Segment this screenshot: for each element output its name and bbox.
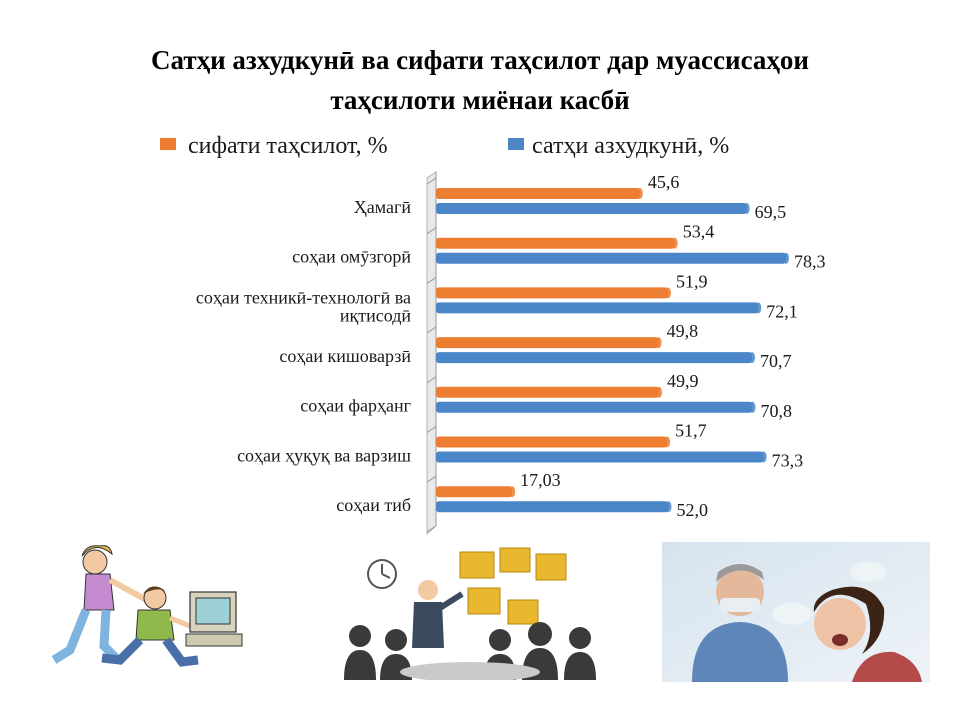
bar-cap <box>636 188 643 199</box>
bar-orange <box>436 337 659 349</box>
axis-tick <box>426 227 437 235</box>
axis-tick <box>426 426 437 433</box>
category-label: соҳаи ҳуқуқ ва варзиш <box>237 445 411 465</box>
data-label: 70,7 <box>760 351 792 371</box>
bar-blue <box>436 203 747 214</box>
legend-swatch-1 <box>160 138 176 150</box>
axis-tick <box>426 376 437 384</box>
category-label: иқтисодӣ <box>340 305 412 325</box>
bar-blue <box>436 501 669 513</box>
bar-blue <box>436 401 753 413</box>
business-meeting-illustration <box>344 542 596 680</box>
bar-orange <box>436 237 675 249</box>
data-label: 52,0 <box>676 500 708 520</box>
category-label: соҳаи кишоварзӣ <box>279 346 411 366</box>
axis-tick <box>426 177 437 185</box>
bar-orange <box>436 188 640 199</box>
bar-blue <box>436 302 759 314</box>
page-title: Сатҳи азхудкунӣ ва сифати таҳсилот дар м… <box>40 40 920 120</box>
bar-orange <box>436 436 668 448</box>
bar-cap <box>655 337 662 349</box>
bar-cap <box>749 352 756 364</box>
bar-cap <box>664 436 671 448</box>
bar-cap <box>671 237 678 249</box>
bar-cap <box>664 287 671 299</box>
children-computer-illustration <box>51 545 243 667</box>
data-label: 69,5 <box>755 202 787 222</box>
bar-cap <box>783 252 790 264</box>
title-line-1: Сатҳи азхудкунӣ ва сифати таҳсилот дар м… <box>151 45 809 75</box>
bar-blue <box>436 451 764 463</box>
bar-cap <box>665 501 672 513</box>
bar-orange <box>436 287 668 299</box>
bar-cap <box>743 203 750 214</box>
bar-cap <box>656 386 663 398</box>
title-line-2: таҳсилоти миёнаи касбӣ <box>330 85 630 115</box>
category-label: соҳаи омӯзгорӣ <box>292 247 411 267</box>
data-label: 53,4 <box>683 222 715 242</box>
category-label: соҳаи фарҳанг <box>300 396 411 416</box>
data-label: 45,6 <box>648 172 680 192</box>
bar-cap <box>755 302 762 314</box>
bar-orange <box>436 486 513 498</box>
axis-tick <box>426 525 437 533</box>
category-label: соҳаи тиб <box>336 495 411 515</box>
bar-blue <box>436 352 753 364</box>
legend-label-1: сифати таҳсилот, % <box>188 133 388 159</box>
axis-tick <box>426 475 437 483</box>
data-label: 17,03 <box>520 470 561 490</box>
bar-cap <box>760 451 767 463</box>
data-label: 78,3 <box>794 252 826 272</box>
dentist-photo <box>662 542 930 682</box>
bar-cap <box>509 486 516 498</box>
axis-tick <box>426 276 437 284</box>
category-label: соҳаи техникӣ-технологӣ ва <box>196 287 411 307</box>
legend-swatch-2 <box>508 138 524 150</box>
data-label: 51,7 <box>675 421 707 441</box>
data-label: 73,3 <box>772 451 804 471</box>
category-label: Ҳамагӣ <box>354 197 412 217</box>
axis-tick <box>426 326 437 334</box>
data-label: 49,8 <box>667 321 699 341</box>
data-label: 72,1 <box>766 301 798 321</box>
bar-blue <box>436 252 787 264</box>
data-label: 51,9 <box>676 271 708 291</box>
bar-cap <box>749 401 756 413</box>
bar-orange <box>436 386 660 398</box>
legend-label-2: сатҳи азхудкунӣ, % <box>532 133 729 159</box>
data-label: 70,8 <box>760 401 792 421</box>
data-label: 49,9 <box>667 371 699 391</box>
